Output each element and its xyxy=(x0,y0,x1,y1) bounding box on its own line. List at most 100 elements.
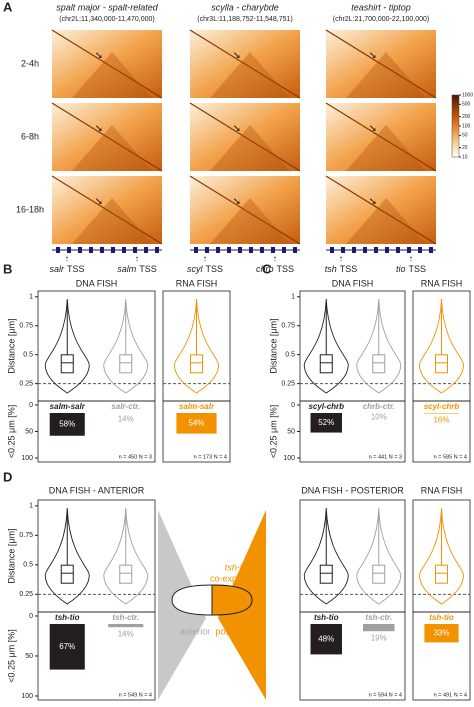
box xyxy=(119,564,133,584)
box xyxy=(119,354,133,374)
embryo-subtitle: co-expressed xyxy=(210,573,264,583)
box xyxy=(372,564,386,584)
gene-block xyxy=(111,247,115,253)
violin xyxy=(174,298,219,394)
gene-block xyxy=(282,247,286,253)
bar xyxy=(176,413,217,434)
bar-value-label: 14% xyxy=(118,415,134,424)
bar-tick-label: 100 xyxy=(21,455,33,462)
arrow-marker: ➘ xyxy=(95,197,103,208)
bar-tick-label: 100 xyxy=(21,693,33,700)
colorbar xyxy=(451,94,460,158)
sample-size: n = 450 N = 3 xyxy=(119,454,152,460)
y-tick-label: 1 xyxy=(291,294,295,301)
bar xyxy=(424,624,459,643)
gene-block xyxy=(418,247,422,253)
plot-header: RNA FISH xyxy=(176,278,218,288)
gene-block xyxy=(271,247,275,253)
plot-header: RNA FISH xyxy=(421,485,463,495)
tss-arrow: ↑ xyxy=(135,253,140,263)
arrow-marker: ➘ xyxy=(369,124,377,135)
y-tick-label: 0.75 xyxy=(19,532,33,539)
bar-frame xyxy=(37,611,156,701)
tss-text: TSS xyxy=(277,264,295,274)
panel-letter: D xyxy=(3,469,12,484)
y-axis-label: Distance [μm] xyxy=(268,318,278,373)
group-label: scyl-chrb xyxy=(308,402,344,411)
bar-value-label: 16% xyxy=(433,416,449,425)
hic-diagonal xyxy=(325,29,437,99)
colorbar-label: 500 xyxy=(462,102,471,108)
hic-domain xyxy=(210,198,290,244)
embryo-title: tsh-tio xyxy=(225,562,250,572)
hic-diagonal xyxy=(325,175,437,245)
column-title: teashirt - tiptop xyxy=(351,2,411,12)
hic-domain xyxy=(346,52,426,98)
bar-value-label: 14% xyxy=(118,629,134,638)
bar-value-label: 67% xyxy=(59,642,75,651)
y-tick-label: 1 xyxy=(29,294,33,301)
gene-name: salm xyxy=(117,264,137,274)
gene-block xyxy=(293,247,297,253)
bar-value-label: 33% xyxy=(433,628,449,637)
box xyxy=(190,354,203,374)
y-axis-label: Distance [μm] xyxy=(6,318,16,373)
tss-label: salr TSS xyxy=(49,264,84,274)
gene-block xyxy=(67,247,71,253)
bar-tick-label: 0 xyxy=(291,402,295,409)
bar-value-label: 19% xyxy=(371,633,387,642)
panel-letter: B xyxy=(3,261,12,276)
gene-name: tio xyxy=(396,264,406,274)
bar-tick-label: 0 xyxy=(29,613,33,620)
violin xyxy=(419,507,464,605)
hic-domain xyxy=(72,125,152,171)
bar xyxy=(310,413,342,433)
colorbar-label: 10 xyxy=(462,154,468,160)
gene-block xyxy=(407,247,411,253)
bar-axis-label: <0.25 μm [%] xyxy=(6,405,16,458)
y-tick-label: 0.75 xyxy=(281,323,295,330)
tss-arrow: ↑ xyxy=(409,253,414,263)
box xyxy=(319,354,333,374)
group-label: salm-salr xyxy=(179,402,215,411)
bar xyxy=(49,624,85,670)
hic-diagonal xyxy=(189,29,301,99)
bar-axis-label: <0.25 μm [%] xyxy=(6,629,16,682)
column-title: scylla - charybde xyxy=(211,2,279,12)
sample-size: n = 594 N = 4 xyxy=(369,692,402,698)
tss-label: salm TSS xyxy=(117,264,157,274)
hic-domain xyxy=(210,52,290,98)
bar-frame xyxy=(412,611,471,701)
group-label: tsh-tio xyxy=(429,613,454,622)
tss-label: tio TSS xyxy=(396,264,426,274)
gene-name: tsh xyxy=(325,264,337,274)
tss-arrow: ↑ xyxy=(203,253,208,263)
bar-tick-label: 50 xyxy=(25,653,33,660)
violin xyxy=(103,507,149,605)
gene-block xyxy=(341,247,345,253)
arrow-marker: ➘ xyxy=(233,197,241,208)
column-coords: (chr3L:11,188,752-11,548,751) xyxy=(197,16,292,23)
y-tick-label: 1 xyxy=(29,503,33,510)
bar-tick-label: 100 xyxy=(283,455,295,462)
plot-header: DNA FISH xyxy=(76,278,118,288)
y-tick-label: 0.25 xyxy=(19,591,33,598)
colorbar-label: 1000 xyxy=(462,92,473,98)
gene-block xyxy=(352,247,356,253)
gene-block xyxy=(205,247,209,253)
gene-name: chrb xyxy=(256,264,274,274)
box xyxy=(60,564,74,584)
row-label: 16-18h xyxy=(16,204,44,214)
bar xyxy=(363,624,395,632)
hic-diagonal xyxy=(51,102,163,172)
y-tick-label: 0.25 xyxy=(19,380,33,387)
gene-block xyxy=(133,247,137,253)
bar-tick-label: 0 xyxy=(29,402,33,409)
bar-axis-label: <0.25 μm [%] xyxy=(268,405,278,458)
violin xyxy=(44,298,90,394)
gene-block xyxy=(216,247,220,253)
hic-diagonal xyxy=(325,102,437,172)
gene-block xyxy=(429,247,433,253)
panel-letter: C xyxy=(262,261,272,276)
column-title: spalt major - spalt-related xyxy=(56,2,159,12)
